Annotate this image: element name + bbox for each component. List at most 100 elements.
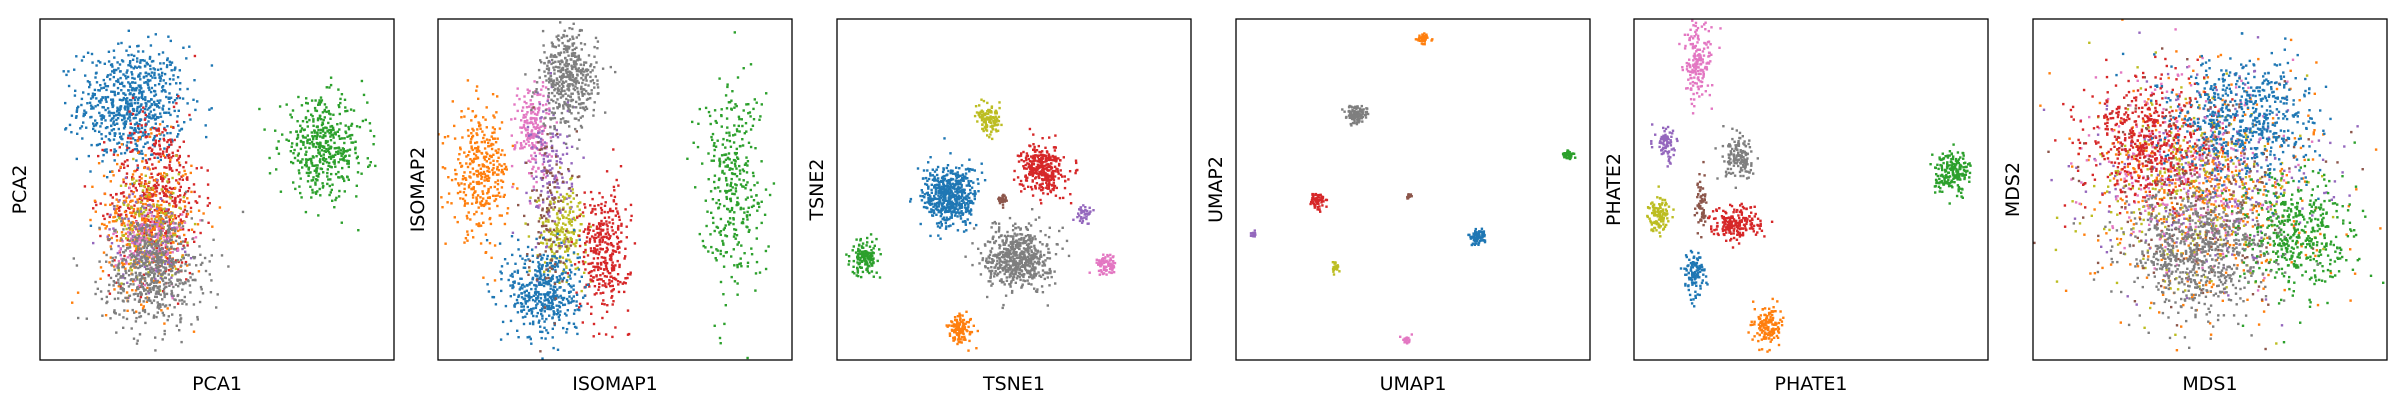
data-point [159, 155, 162, 158]
data-point [559, 92, 563, 96]
data-point [130, 65, 133, 69]
data-point [149, 74, 153, 77]
data-point [576, 59, 579, 62]
data-point [475, 201, 478, 204]
data-point [534, 170, 538, 173]
data-point [618, 251, 621, 254]
data-point [124, 184, 127, 187]
data-point [537, 108, 541, 112]
data-point [165, 173, 168, 176]
data-point [570, 286, 573, 289]
data-point [137, 131, 140, 134]
data-point [157, 285, 160, 289]
data-point [132, 231, 135, 234]
data-point [552, 55, 555, 58]
data-point [140, 94, 144, 97]
data-point [499, 338, 503, 341]
data-point [99, 234, 102, 238]
data-point [170, 69, 173, 72]
data-point [155, 215, 158, 218]
data-point [470, 202, 474, 205]
data-point [546, 331, 550, 335]
data-point [143, 107, 146, 111]
data-point [187, 201, 191, 205]
data-point [174, 272, 177, 275]
data-point [169, 39, 172, 43]
data-point [155, 254, 158, 258]
data-point [589, 190, 593, 194]
data-point [341, 166, 344, 170]
data-point [571, 191, 575, 195]
data-point [126, 136, 130, 140]
data-point [460, 182, 463, 185]
data-point [107, 111, 110, 114]
data-point [475, 181, 478, 184]
data-point [152, 152, 156, 155]
data-point [180, 213, 184, 216]
data-point [134, 266, 138, 269]
data-point [144, 117, 147, 120]
data-point [544, 145, 547, 148]
data-point [546, 254, 549, 258]
data-point [500, 164, 503, 168]
data-point [493, 137, 497, 140]
data-point [171, 169, 174, 172]
data-point [139, 295, 143, 299]
data-point [94, 210, 97, 213]
data-point [113, 311, 117, 315]
data-point [532, 188, 536, 191]
data-point [544, 176, 548, 179]
data-point [601, 238, 604, 241]
data-point [485, 160, 488, 163]
data-point [504, 304, 508, 308]
data-point [158, 288, 161, 291]
data-point [558, 313, 561, 317]
data-point [530, 116, 533, 120]
data-point [567, 247, 571, 250]
data-point [151, 239, 154, 243]
data-point [185, 210, 189, 213]
data-point [561, 153, 565, 156]
data-point [152, 257, 156, 260]
data-point [559, 209, 562, 212]
data-point [527, 159, 530, 162]
data-point [139, 224, 143, 227]
data-point [328, 161, 331, 165]
data-point [541, 178, 544, 181]
data-point [481, 190, 484, 193]
data-point [538, 102, 542, 106]
data-point [86, 51, 90, 54]
data-point [587, 84, 590, 87]
data-point [138, 65, 141, 68]
data-point [555, 226, 558, 229]
data-point [134, 186, 137, 190]
data-point [504, 165, 508, 169]
data-point [155, 129, 159, 132]
data-point [542, 157, 545, 161]
data-point [170, 293, 173, 296]
data-point [139, 243, 142, 247]
data-point [604, 256, 607, 260]
data-point [121, 234, 124, 237]
data-point [339, 149, 343, 152]
data-point [615, 207, 618, 210]
data-point [322, 171, 325, 174]
data-point [460, 116, 463, 119]
data-point [121, 261, 124, 264]
data-point [216, 293, 219, 296]
data-point [142, 210, 146, 214]
data-point [199, 285, 203, 289]
data-point [490, 155, 493, 159]
data-point [537, 68, 541, 72]
data-point [74, 116, 78, 119]
data-point [200, 288, 203, 291]
data-point [131, 241, 134, 245]
data-point [128, 294, 132, 297]
data-point [560, 15, 562, 17]
data-point [124, 258, 127, 262]
data-point [601, 272, 605, 275]
data-point [299, 129, 302, 132]
data-point [133, 181, 136, 185]
data-point [518, 288, 521, 291]
data-point [125, 196, 128, 199]
